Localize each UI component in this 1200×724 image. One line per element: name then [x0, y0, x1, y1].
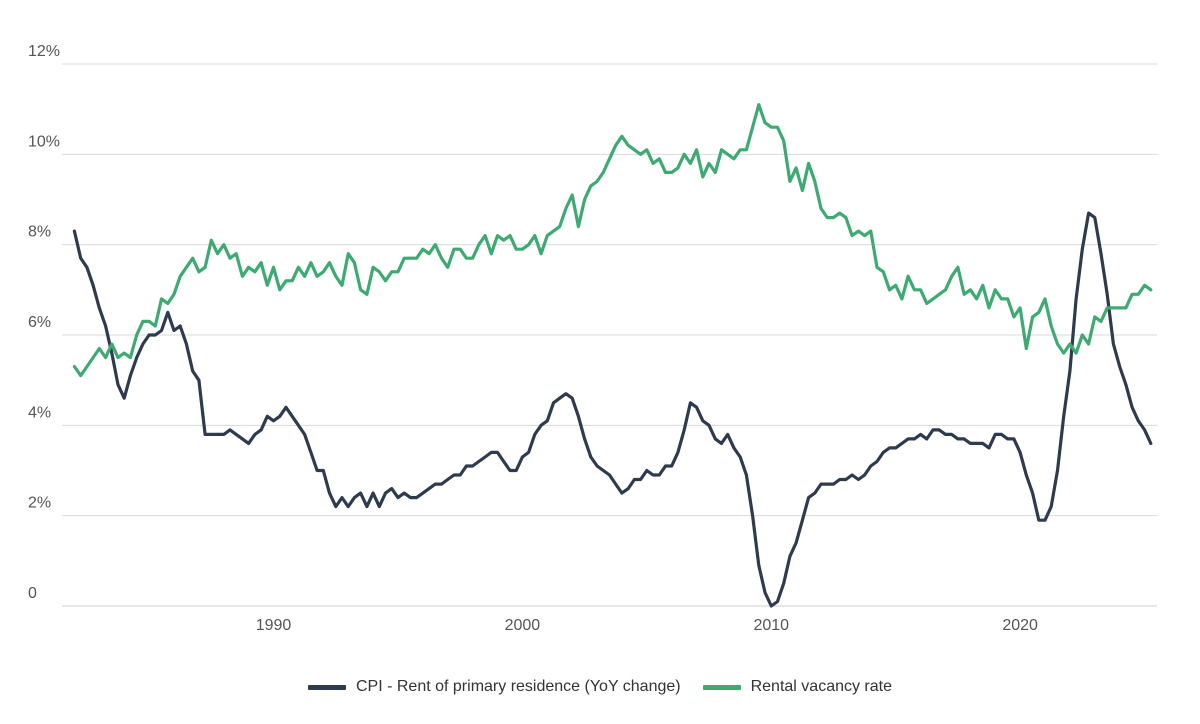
- y-tick-label: 0: [28, 585, 37, 602]
- legend-label-cpi: CPI - Rent of primary residence (YoY cha…: [355, 678, 681, 695]
- x-tick-label: 2000: [505, 617, 541, 634]
- legend-label-vacancy: Rental vacancy rate: [750, 678, 892, 695]
- series-lines: [72, 103, 1153, 608]
- legend: CPI - Rent of primary residence (YoY cha…: [0, 678, 1200, 696]
- legend-item-cpi[interactable]: CPI - Rent of primary residence (YoY cha…: [307, 678, 681, 696]
- y-tick-label: 12%: [28, 43, 60, 60]
- y-tick-label: 2%: [28, 495, 51, 512]
- series-line-0: [72, 211, 1153, 608]
- y-tick-label: 4%: [28, 404, 51, 421]
- gridlines: [62, 63, 1157, 607]
- legend-swatch-cpi: [307, 684, 346, 690]
- x-tick-label: 1990: [256, 617, 292, 634]
- y-tick-label: 6%: [28, 314, 51, 331]
- legend-item-vacancy[interactable]: Rental vacancy rate: [702, 678, 892, 696]
- line-chart: 0 2% 4% 6% 8% 10% 12% 1990 2000 2010 2020: [28, 43, 1157, 634]
- y-tick-label: 8%: [28, 224, 51, 241]
- y-tick-label: 10%: [28, 133, 60, 150]
- x-axis-ticks: 1990 2000 2010 2020: [256, 617, 1038, 634]
- x-tick-label: 2020: [1002, 617, 1038, 634]
- legend-swatch-vacancy: [702, 684, 741, 690]
- x-tick-label: 2010: [753, 617, 789, 634]
- y-axis-ticks: 0 2% 4% 6% 8% 10% 12%: [28, 43, 60, 602]
- series-line-1: [72, 103, 1153, 378]
